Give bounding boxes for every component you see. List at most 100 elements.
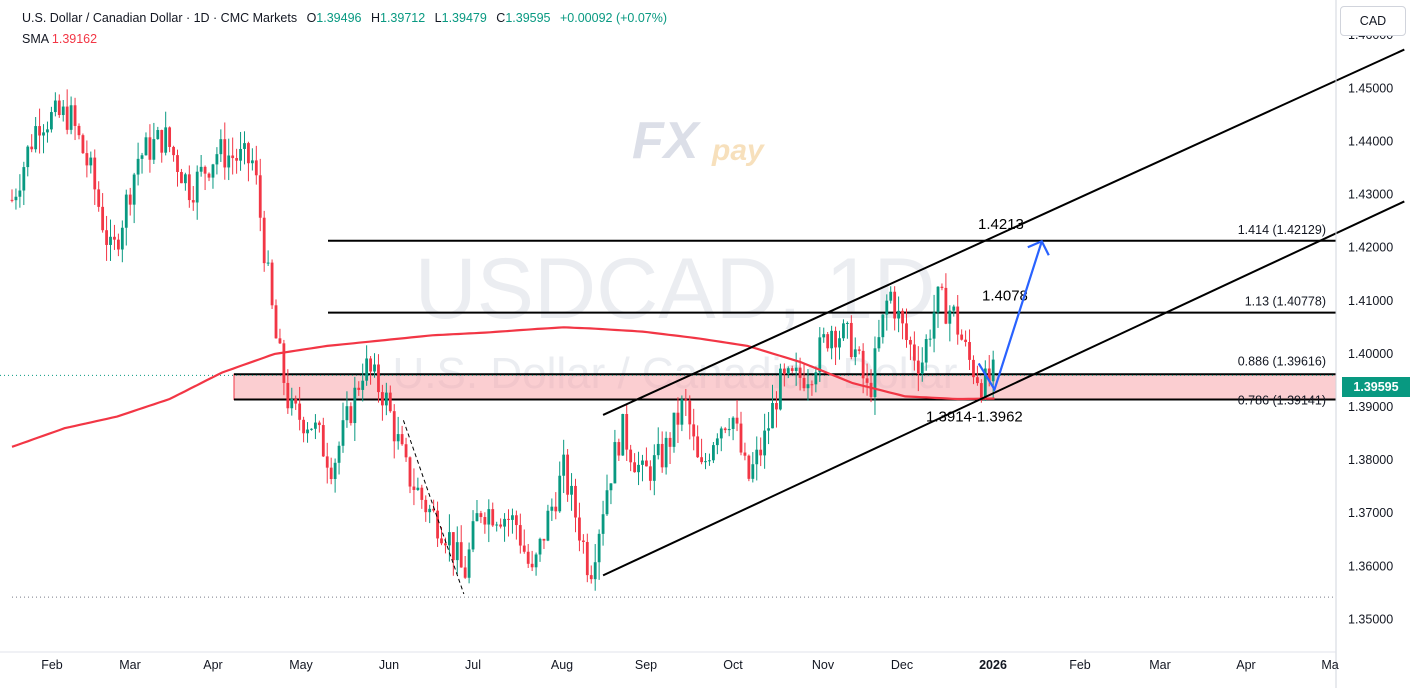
candle-body: [570, 485, 573, 495]
candle-body: [440, 538, 443, 544]
time-tick-label: Aug: [551, 658, 573, 672]
candle-body: [124, 194, 128, 228]
candle-body: [708, 460, 711, 462]
candle-body: [719, 428, 723, 439]
candle-body: [928, 338, 932, 340]
close-label: C: [496, 11, 506, 25]
candle-body: [566, 454, 570, 495]
candle-body: [641, 460, 644, 465]
high-value: 1.39712: [380, 11, 426, 25]
chart-header: U.S. Dollar / Canadian Dollar · 1D · CMC…: [22, 11, 667, 25]
time-tick-label: Sep: [635, 658, 657, 672]
open-label: O: [306, 11, 317, 25]
fib-level-label: 0.786 (1.39141): [1238, 394, 1326, 408]
candle-body: [101, 206, 105, 231]
candle-body: [93, 157, 97, 190]
candle-body: [369, 358, 372, 372]
candle-body: [10, 199, 14, 201]
candle-body: [491, 509, 495, 526]
candle-body: [65, 106, 69, 130]
candle-body: [231, 155, 235, 159]
candle-body: [550, 506, 554, 511]
candle-body: [424, 499, 428, 513]
price-axis[interactable]: 1.460001.450001.440001.430001.420001.410…: [1335, 0, 1393, 688]
candle-body: [396, 434, 400, 442]
candle-body: [428, 508, 432, 513]
candle-body: [455, 542, 459, 561]
candle-body: [593, 562, 597, 580]
candle-body: [609, 483, 613, 491]
candle-body: [968, 342, 971, 360]
candle-body: [77, 125, 81, 136]
candle-body: [861, 350, 865, 379]
sma-legend[interactable]: SMA 1.39162: [22, 32, 97, 46]
dashed-trend-line: [402, 420, 465, 595]
candle-body: [81, 135, 85, 154]
candle-body: [404, 444, 408, 458]
candle-body: [444, 543, 447, 546]
candle-body: [948, 310, 952, 324]
symbol-title[interactable]: U.S. Dollar / Canadian Dollar · 1D · CMC…: [22, 11, 298, 25]
candle-body: [834, 330, 837, 348]
candle-body: [920, 362, 924, 374]
candle-body: [373, 364, 376, 372]
candle-body: [696, 436, 700, 458]
candle-body: [487, 509, 491, 525]
level-callout: 1.4078: [982, 288, 1028, 305]
candle-body: [952, 306, 956, 311]
candle-body: [853, 349, 857, 358]
candle-body: [688, 400, 692, 425]
candle-body: [759, 449, 763, 456]
candle-body: [377, 364, 380, 393]
low-value: 1.39479: [441, 11, 487, 25]
candle-body: [26, 146, 30, 168]
watermark: USDCAD, 1D U.S. Dollar / Canadian Dollar…: [393, 112, 958, 398]
candle-body: [518, 525, 522, 546]
candle-body: [381, 392, 384, 406]
candle-body: [459, 542, 463, 568]
candle-body: [881, 314, 885, 338]
candle-body: [361, 380, 365, 390]
projection-arrow-head: [1027, 239, 1050, 256]
candle-body: [14, 196, 18, 201]
candle-body: [747, 455, 751, 479]
candle-body: [798, 367, 802, 378]
candle-body: [664, 437, 668, 468]
currency-button[interactable]: CAD: [1340, 6, 1406, 36]
candle-body: [314, 422, 317, 429]
candle-body: [802, 377, 806, 389]
candles: [10, 89, 995, 591]
time-tick-label: Apr: [203, 658, 222, 672]
candle-body: [645, 460, 648, 467]
candle-body: [991, 359, 995, 382]
candle-body: [625, 414, 629, 450]
candle-body: [420, 487, 424, 500]
candle-body: [187, 174, 191, 201]
candle-body: [912, 344, 916, 361]
candle-body: [648, 466, 652, 481]
candle-body: [183, 174, 187, 184]
candle-body: [944, 287, 948, 324]
candle-body: [116, 239, 120, 250]
candle-body: [514, 515, 518, 526]
candle-body: [909, 339, 912, 345]
candle-body: [392, 411, 396, 442]
price-tick-label: 1.42000: [1348, 241, 1393, 255]
candle-body: [46, 129, 49, 133]
candle-body: [893, 291, 897, 319]
support-zone: [233, 373, 1337, 401]
candle-body: [503, 518, 506, 527]
candle-body: [956, 306, 960, 335]
candle-body: [581, 540, 585, 542]
price-tick-label: 1.37000: [1348, 506, 1393, 520]
candle-body: [89, 157, 93, 166]
time-tick-label: May: [289, 658, 313, 672]
candle-body: [337, 445, 341, 463]
candle-body: [247, 143, 250, 164]
time-axis[interactable]: Feb Mar Apr May Jun Jul Aug Sep Oct Nov Dec 2026 Feb…: [0, 651, 1339, 672]
fib-level-label: 1.13 (1.40778): [1245, 295, 1326, 309]
candle-body: [936, 286, 940, 313]
time-tick-label: Mar: [1149, 658, 1171, 672]
candle-body: [932, 312, 936, 339]
